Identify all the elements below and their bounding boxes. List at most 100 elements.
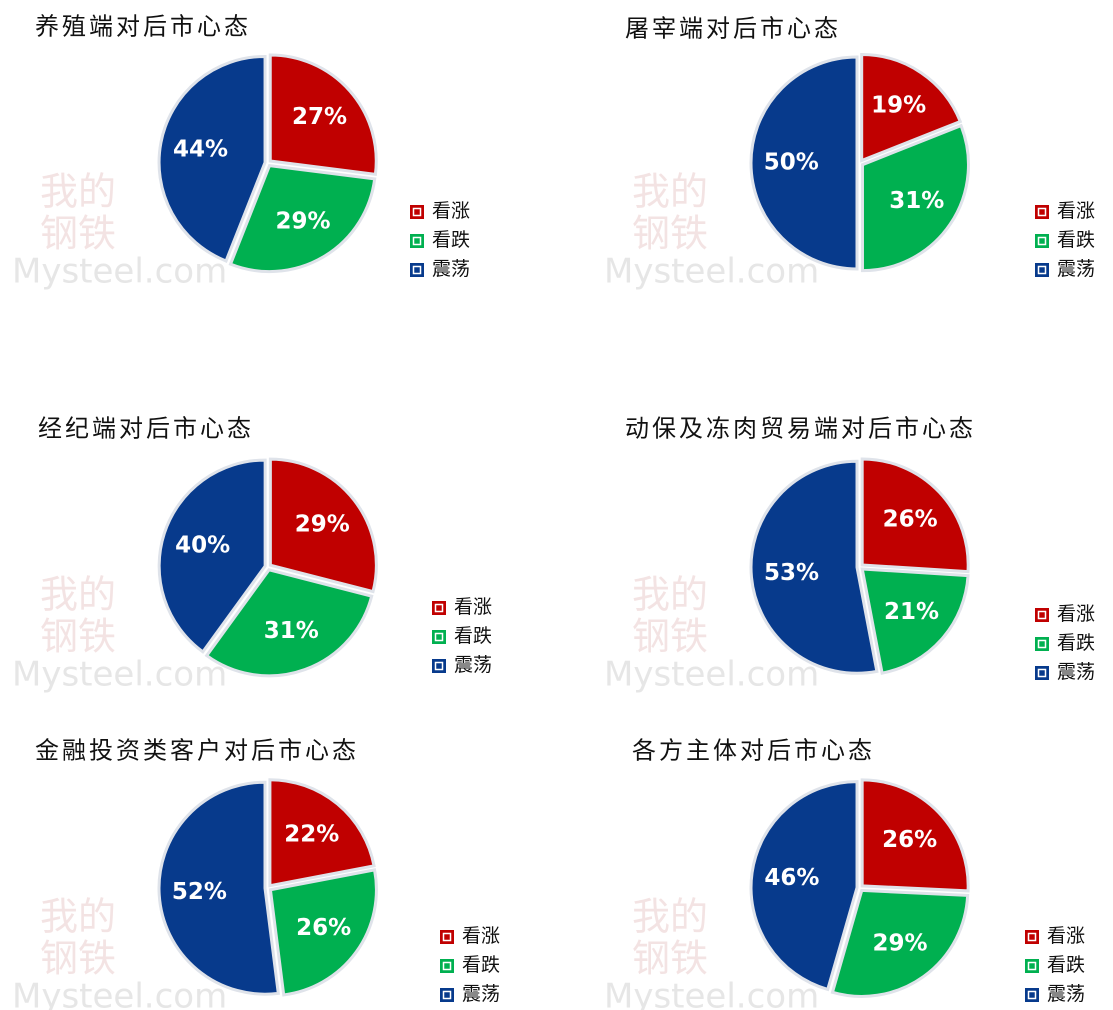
legend-label: 看涨 (432, 200, 470, 222)
legend-swatch-inner (1027, 961, 1037, 971)
legend-label: 看跌 (454, 625, 492, 647)
chart-title: 养殖端对后市心态 (35, 13, 251, 41)
data-label: 29% (295, 511, 350, 537)
pie-slice (749, 780, 859, 992)
data-label: 26% (883, 506, 938, 532)
legend-swatch (1025, 930, 1039, 944)
legend-label: 看涨 (1057, 200, 1095, 222)
legend-label: 看跌 (1057, 632, 1095, 654)
legend-swatch-inner (1037, 236, 1047, 246)
legend-swatch-inner (1027, 932, 1037, 942)
watermark: Mysteel.com (604, 977, 819, 1010)
data-label: 29% (873, 930, 928, 956)
legend-swatch (1035, 637, 1049, 651)
legend-swatch (440, 988, 454, 1002)
data-label: 19% (871, 93, 926, 119)
legend-swatch (1035, 234, 1049, 248)
data-label: 40% (175, 532, 230, 558)
watermark: 我的 (632, 895, 708, 939)
legend-swatch-inner (412, 265, 422, 275)
watermark: Mysteel.com (604, 655, 819, 695)
pie-slice (860, 123, 970, 273)
legend-swatch-inner (434, 632, 444, 642)
chart-title: 金融投资类客户对后市心态 (35, 737, 359, 765)
pie-slice (860, 457, 970, 574)
legend-label: 看涨 (462, 925, 500, 947)
data-label: 26% (296, 915, 351, 941)
legend-swatch (1035, 666, 1049, 680)
data-label: 22% (284, 822, 339, 848)
legend-swatch-inner (1037, 610, 1047, 620)
chart-title: 经纪端对后市心态 (38, 415, 254, 443)
data-label: 52% (172, 879, 227, 905)
legend-label: 看跌 (1047, 954, 1085, 976)
watermark: 我的 (632, 170, 708, 214)
data-label: 31% (889, 188, 944, 214)
watermark: Mysteel.com (12, 977, 227, 1010)
pie-slice (157, 458, 267, 654)
legend-swatch (1035, 608, 1049, 622)
data-label: 53% (764, 560, 819, 586)
watermark: 钢铁 (632, 937, 708, 981)
legend-label: 震荡 (1047, 983, 1085, 1005)
legend-label: 看涨 (1057, 603, 1095, 625)
watermark: 我的 (40, 170, 116, 214)
legend-label: 看跌 (1057, 229, 1095, 251)
legend-swatch-inner (434, 661, 444, 671)
legend-label: 震荡 (462, 983, 500, 1005)
legend-swatch (432, 630, 446, 644)
data-label: 50% (764, 150, 819, 176)
legend-label: 震荡 (454, 654, 492, 676)
legend-label: 看涨 (1047, 925, 1085, 947)
pie-slice (228, 163, 377, 274)
pie-slice (268, 778, 376, 888)
pie-slice (268, 868, 378, 997)
data-label: 27% (292, 104, 347, 130)
pie-slice (157, 54, 267, 263)
legend-swatch-inner (412, 236, 422, 246)
legend-label: 震荡 (432, 258, 470, 280)
pie-slice (860, 53, 963, 163)
legend-swatch (410, 234, 424, 248)
legend-label: 震荡 (1057, 258, 1095, 280)
legend-swatch (432, 659, 446, 673)
legend-swatch-inner (412, 207, 422, 217)
legend-swatch (440, 930, 454, 944)
legend-swatch-inner (442, 990, 452, 1000)
legend-swatch (1025, 988, 1039, 1002)
pie-slice (268, 53, 378, 176)
data-label: 31% (264, 618, 319, 644)
legend-swatch (440, 959, 454, 973)
legend-label: 震荡 (1057, 661, 1095, 683)
legend-swatch-inner (434, 603, 444, 613)
data-label: 46% (764, 865, 819, 891)
pie-slice (860, 567, 970, 675)
data-label: 21% (884, 599, 939, 625)
data-label: 29% (275, 209, 330, 235)
watermark: 钢铁 (40, 615, 116, 659)
pie-slice (157, 780, 280, 996)
chart-title: 各方主体对后市心态 (632, 737, 875, 765)
chart-title: 屠宰端对后市心态 (625, 15, 841, 43)
legend-label: 看跌 (462, 954, 500, 976)
watermark: 我的 (632, 573, 708, 617)
legend-swatch (1035, 205, 1049, 219)
watermark: 钢铁 (632, 615, 708, 659)
watermark: 钢铁 (632, 212, 708, 256)
watermark: Mysteel.com (604, 252, 819, 292)
data-label: 26% (882, 827, 937, 853)
pie-slice (749, 459, 879, 675)
legend-swatch-inner (1037, 668, 1047, 678)
pie-slice (268, 457, 378, 594)
legend-swatch-inner (1037, 265, 1047, 275)
legend-label: 看涨 (454, 596, 492, 618)
watermark: 我的 (40, 573, 116, 617)
legend-swatch-inner (1037, 639, 1047, 649)
pie-slice (860, 778, 970, 893)
legend-swatch-inner (1037, 207, 1047, 217)
watermark: 钢铁 (40, 937, 116, 981)
pie-slice (830, 888, 970, 998)
watermark: Mysteel.com (12, 655, 227, 695)
